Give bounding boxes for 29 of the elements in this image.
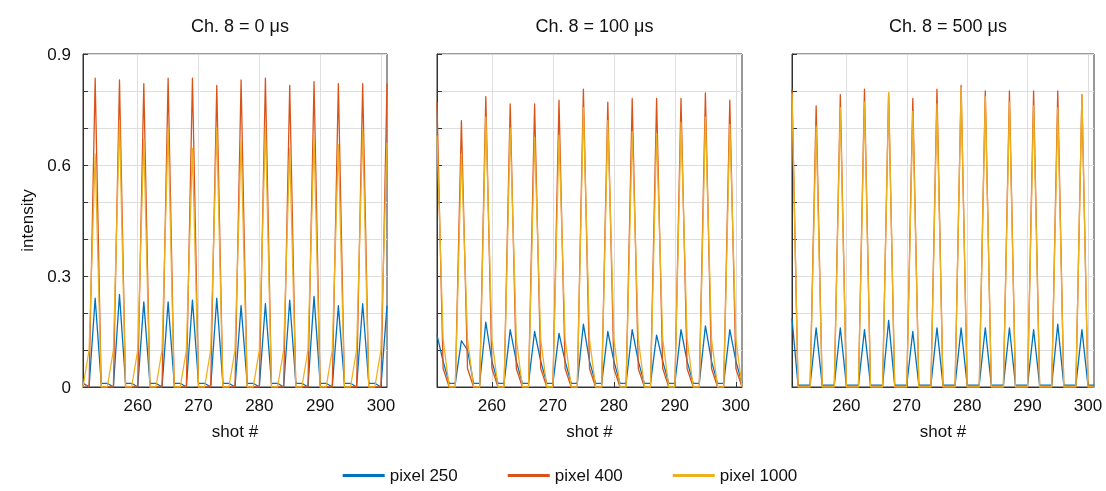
x-tick-label: 280 (599, 396, 629, 415)
legend-label: pixel 400 (554, 466, 623, 485)
x-axis-title: shot # (566, 422, 614, 441)
legend-label: pixel 250 (389, 466, 458, 485)
x-tick-label: 280 (245, 396, 274, 415)
x-tick-label: 300 (1073, 396, 1103, 415)
y-tick-label: 0.9 (47, 44, 71, 64)
x-tick-label: 290 (305, 396, 335, 415)
x-tick-label: 270 (892, 396, 921, 415)
y-axis-title: intensity (18, 188, 38, 252)
x-tick-label: 300 (721, 396, 751, 415)
y-tick-label: 0.3 (47, 266, 71, 286)
chart-title: Ch. 8 = 0 μs (191, 16, 289, 36)
x-tick-label: 260 (123, 396, 152, 415)
x-tick-label: 270 (184, 396, 213, 415)
x-tick-label: 300 (366, 396, 396, 415)
chart-title: Ch. 8 = 100 μs (535, 16, 654, 36)
x-tick-label: 290 (1013, 396, 1042, 415)
x-tick-label: 280 (952, 396, 982, 415)
y-tick-label: 0 (61, 377, 71, 397)
x-tick-label: 260 (832, 396, 861, 415)
x-axis-title: shot # (919, 422, 967, 441)
y-tick-label: 0.6 (47, 155, 71, 175)
x-axis-title: shot # (211, 422, 259, 441)
legend-label: pixel 1000 (719, 466, 798, 485)
chart-title: Ch. 8 = 500 μs (889, 16, 1007, 36)
x-tick-label: 290 (660, 396, 690, 415)
x-tick-label: 260 (477, 396, 507, 415)
x-tick-label: 270 (538, 396, 568, 415)
